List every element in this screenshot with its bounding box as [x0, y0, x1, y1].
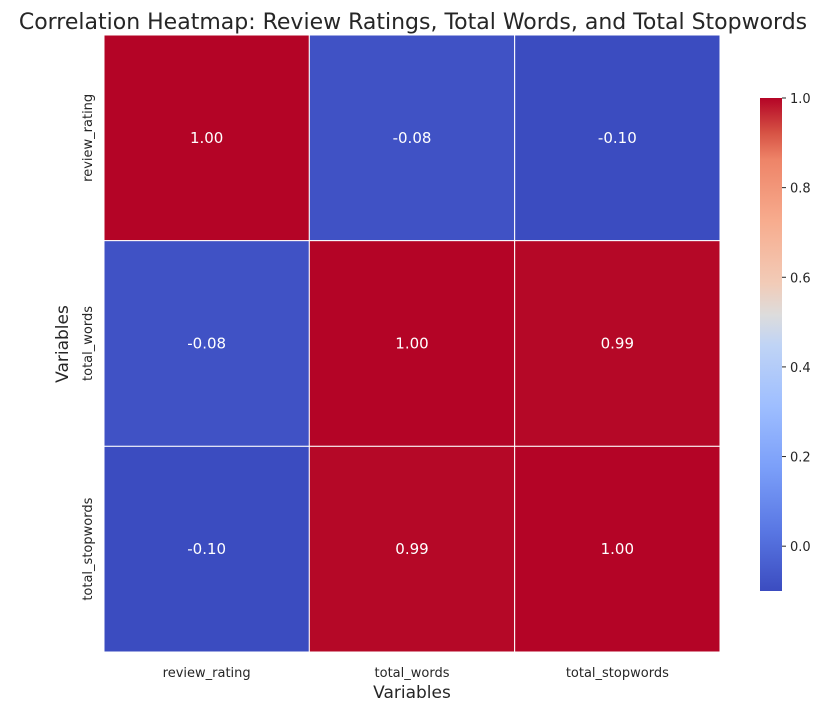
- colorbar-tick-label: 1.0: [790, 92, 811, 107]
- y-tick-label: review_rating: [81, 94, 96, 182]
- cell-value-label: -0.08: [393, 129, 432, 147]
- cell-value-label: 0.99: [601, 335, 634, 353]
- cell-value-label: -0.08: [187, 335, 226, 353]
- colorbar-tick-label: 0.2: [790, 451, 811, 466]
- y-axis-label: Variables: [53, 305, 73, 383]
- colorbar-tick-label: 0.6: [790, 271, 811, 286]
- heatmap-cell-labels: 1.00 -0.08 -0.10 -0.08 1.00 0.99 -0.10 0.99 1.00: [187, 129, 636, 558]
- chart-title: Correlation Heatmap: Review Ratings, Tot…: [19, 10, 807, 35]
- heatmap-cell-total_words-review_rating: [103, 240, 310, 447]
- cell-value-label: 1.00: [601, 540, 634, 558]
- heatmap-cell-total_stopwords-total_words: [308, 445, 516, 653]
- colorbar-tick-label: 0.8: [790, 182, 811, 197]
- heatmap-cell-review_rating-total_words: [308, 34, 516, 242]
- x-axis-tick-labels: review_rating total_words total_stopwords: [163, 666, 669, 681]
- colorbar-tick-label: 0.0: [790, 540, 811, 555]
- x-tick-label: total_stopwords: [566, 666, 669, 681]
- heatmap-cell-total_words-total_words: [308, 240, 516, 447]
- heatmap-cells: [103, 34, 721, 653]
- heatmap-cell-review_rating-review_rating: [103, 34, 310, 242]
- heatmap-cell-total_stopwords-review_rating: [103, 445, 310, 653]
- cell-value-label: -0.10: [187, 540, 226, 558]
- cell-value-label: 1.00: [395, 335, 428, 353]
- cell-value-label: 0.99: [395, 540, 428, 558]
- colorbar-ticks: 0.0 0.2 0.4 0.6 0.8 1.0: [782, 92, 811, 555]
- y-tick-label: total_stopwords: [81, 497, 96, 600]
- x-axis-label: Variables: [373, 683, 451, 703]
- colorbar-tick-label: 0.4: [790, 361, 811, 376]
- y-axis-tick-labels: review_rating total_words total_stopwords: [81, 94, 96, 601]
- x-tick-label: total_words: [375, 666, 450, 681]
- y-tick-label: total_words: [81, 306, 96, 381]
- heatmap-cell-total_stopwords-total_stopwords: [514, 445, 721, 653]
- cell-value-label: -0.10: [598, 129, 637, 147]
- heatmap-cell-review_rating-total_stopwords: [514, 34, 721, 242]
- x-tick-label: review_rating: [163, 666, 251, 681]
- colorbar: [760, 98, 782, 591]
- heatmap-cell-total_words-total_stopwords: [514, 240, 721, 447]
- cell-value-label: 1.00: [190, 129, 223, 147]
